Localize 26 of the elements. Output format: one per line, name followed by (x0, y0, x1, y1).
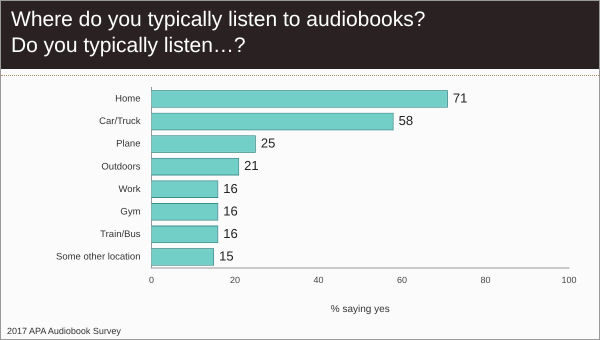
x-axis-title: % saying yes (330, 304, 390, 315)
y-tick-label: Outdoors (101, 161, 141, 172)
text: 2017 APA Audiobook Survey (7, 326, 121, 336)
data-label: 58 (398, 113, 414, 128)
y-tick-label: Some other location (56, 252, 140, 263)
chart-title: Where do you typically listen to audiobooks? (11, 7, 426, 33)
data-label: 21 (244, 158, 259, 174)
x-tick-label: 80 (480, 275, 491, 286)
data-label: 16 (223, 180, 238, 196)
data-label: 16 (223, 226, 238, 241)
data-label: 25 (260, 136, 276, 151)
chart-subtitle: Do you typically listen…? (11, 33, 247, 59)
data-label: 71 (452, 90, 468, 106)
y-tick-label: Home (115, 94, 140, 105)
x-tick-label: 100 (561, 275, 577, 286)
x-tick-label: 40 (313, 275, 324, 286)
y-tick-label: Plane (116, 138, 140, 150)
y-tick-label: Train/Bus (100, 228, 141, 240)
y-tick-label: Gym (120, 206, 141, 218)
y-tick-label: Car/Truck (99, 116, 141, 128)
data-label: 16 (223, 203, 238, 218)
x-tick-label: 0 (148, 275, 154, 286)
data-label: 15 (219, 248, 234, 264)
x-tick-label: 60 (396, 275, 408, 286)
y-tick-label: Work (118, 184, 141, 195)
x-tick-label: 20 (230, 275, 240, 286)
